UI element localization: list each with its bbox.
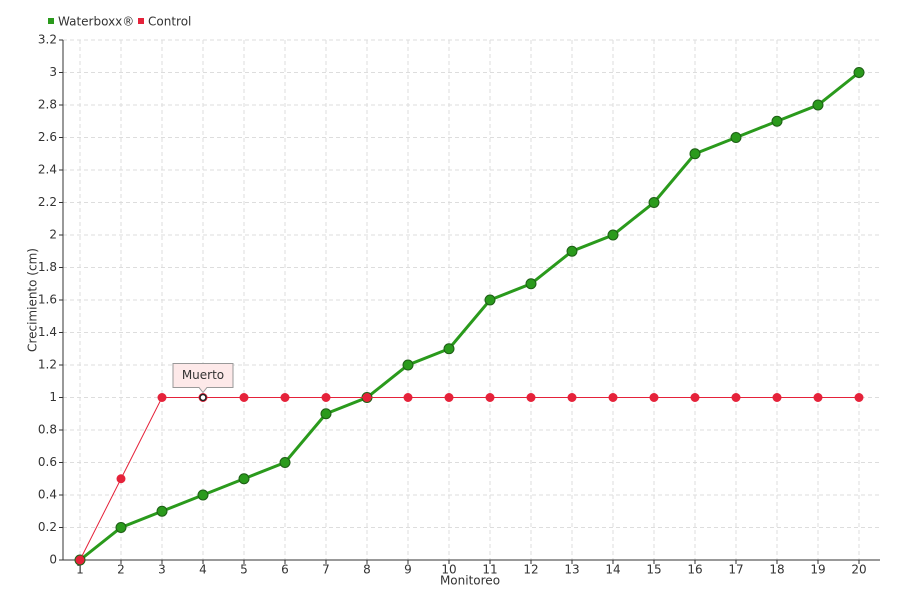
x-tick-label: 13 <box>564 563 579 577</box>
data-point <box>197 489 209 501</box>
data-point <box>854 393 864 402</box>
y-tick-label: 2.8 <box>38 98 57 112</box>
data-point <box>443 343 455 355</box>
y-tick-label: 0.8 <box>38 423 57 437</box>
x-tick-label: 19 <box>810 563 825 577</box>
x-tick-label: 8 <box>363 563 371 577</box>
series-line <box>79 397 859 561</box>
data-point <box>321 393 331 402</box>
y-tick-label: 2.2 <box>38 195 57 209</box>
data-point <box>157 393 167 402</box>
y-axis-title: Crecimiento (cm) <box>26 248 40 352</box>
legend-label: Waterboxx® <box>58 15 134 29</box>
data-point <box>731 393 741 402</box>
y-tick-label: 1.4 <box>38 325 57 339</box>
annotation-marker <box>199 393 207 402</box>
x-tick-label: 9 <box>404 563 412 577</box>
x-tick-label: 1 <box>76 563 84 577</box>
y-tick-label: 3 <box>49 65 57 79</box>
y-tick-label: 2.6 <box>38 130 57 144</box>
data-point <box>279 457 291 468</box>
data-point <box>771 115 783 127</box>
data-point <box>280 393 290 402</box>
data-point <box>156 505 168 517</box>
data-point <box>403 393 413 402</box>
data-point <box>689 148 701 160</box>
data-point <box>75 555 85 565</box>
x-tick-label: 11 <box>482 563 497 577</box>
x-tick-label: 7 <box>322 563 330 577</box>
y-tick-label: 1.6 <box>38 293 57 307</box>
data-point <box>525 278 537 290</box>
data-point <box>649 393 659 402</box>
data-point <box>607 229 619 241</box>
y-tick-label: 1 <box>49 390 57 404</box>
data-point <box>730 132 742 143</box>
x-tick-label: 10 <box>441 563 456 577</box>
data-point <box>362 393 372 402</box>
data-point <box>484 294 496 306</box>
data-point <box>402 359 414 371</box>
y-tick-label: 0 <box>49 553 57 567</box>
y-tick-label: 1.8 <box>38 260 57 274</box>
data-point <box>853 67 865 78</box>
y-tick-label: 0.2 <box>38 520 57 534</box>
annotation: Muerto <box>172 363 234 394</box>
annotation-box <box>172 363 234 394</box>
data-point <box>485 393 495 402</box>
data-point <box>772 393 782 402</box>
x-tick-label: 5 <box>240 563 248 577</box>
annotation-text: Muerto <box>182 368 224 382</box>
data-point <box>116 474 126 484</box>
data-point <box>239 393 249 402</box>
data-point <box>690 393 700 402</box>
legend-label: Control <box>148 15 191 29</box>
y-tick-label: 0.6 <box>38 455 57 469</box>
legend-swatch <box>138 18 144 24</box>
series-line <box>79 71 860 562</box>
data-point <box>812 99 824 111</box>
x-tick-label: 18 <box>769 563 784 577</box>
data-point <box>566 245 578 257</box>
x-tick-label: 14 <box>605 563 620 577</box>
x-tick-label: 17 <box>728 563 743 577</box>
x-tick-label: 4 <box>199 563 207 577</box>
legend-swatch <box>48 18 54 24</box>
x-axis-title: Monitoreo <box>440 574 500 588</box>
x-tick-label: 3 <box>158 563 166 577</box>
data-point <box>320 408 332 420</box>
x-tick-label: 15 <box>646 563 661 577</box>
y-tick-label: 2.4 <box>38 163 57 177</box>
y-tick-label: 0.4 <box>38 488 57 502</box>
data-point <box>567 393 577 402</box>
data-point <box>115 522 127 533</box>
data-point <box>238 473 250 485</box>
x-tick-label: 12 <box>523 563 538 577</box>
x-tick-label: 2 <box>117 563 125 577</box>
data-point <box>608 393 618 402</box>
x-tick-label: 20 <box>851 563 866 577</box>
data-point <box>813 393 823 402</box>
data-point <box>526 393 536 402</box>
x-tick-label: 6 <box>281 563 289 577</box>
data-point <box>444 393 454 402</box>
y-tick-label: 1.2 <box>38 358 57 372</box>
x-tick-label: 16 <box>687 563 702 577</box>
data-point <box>648 197 660 208</box>
y-tick-label: 2 <box>49 228 57 242</box>
y-tick-label: 3.2 <box>38 33 57 47</box>
